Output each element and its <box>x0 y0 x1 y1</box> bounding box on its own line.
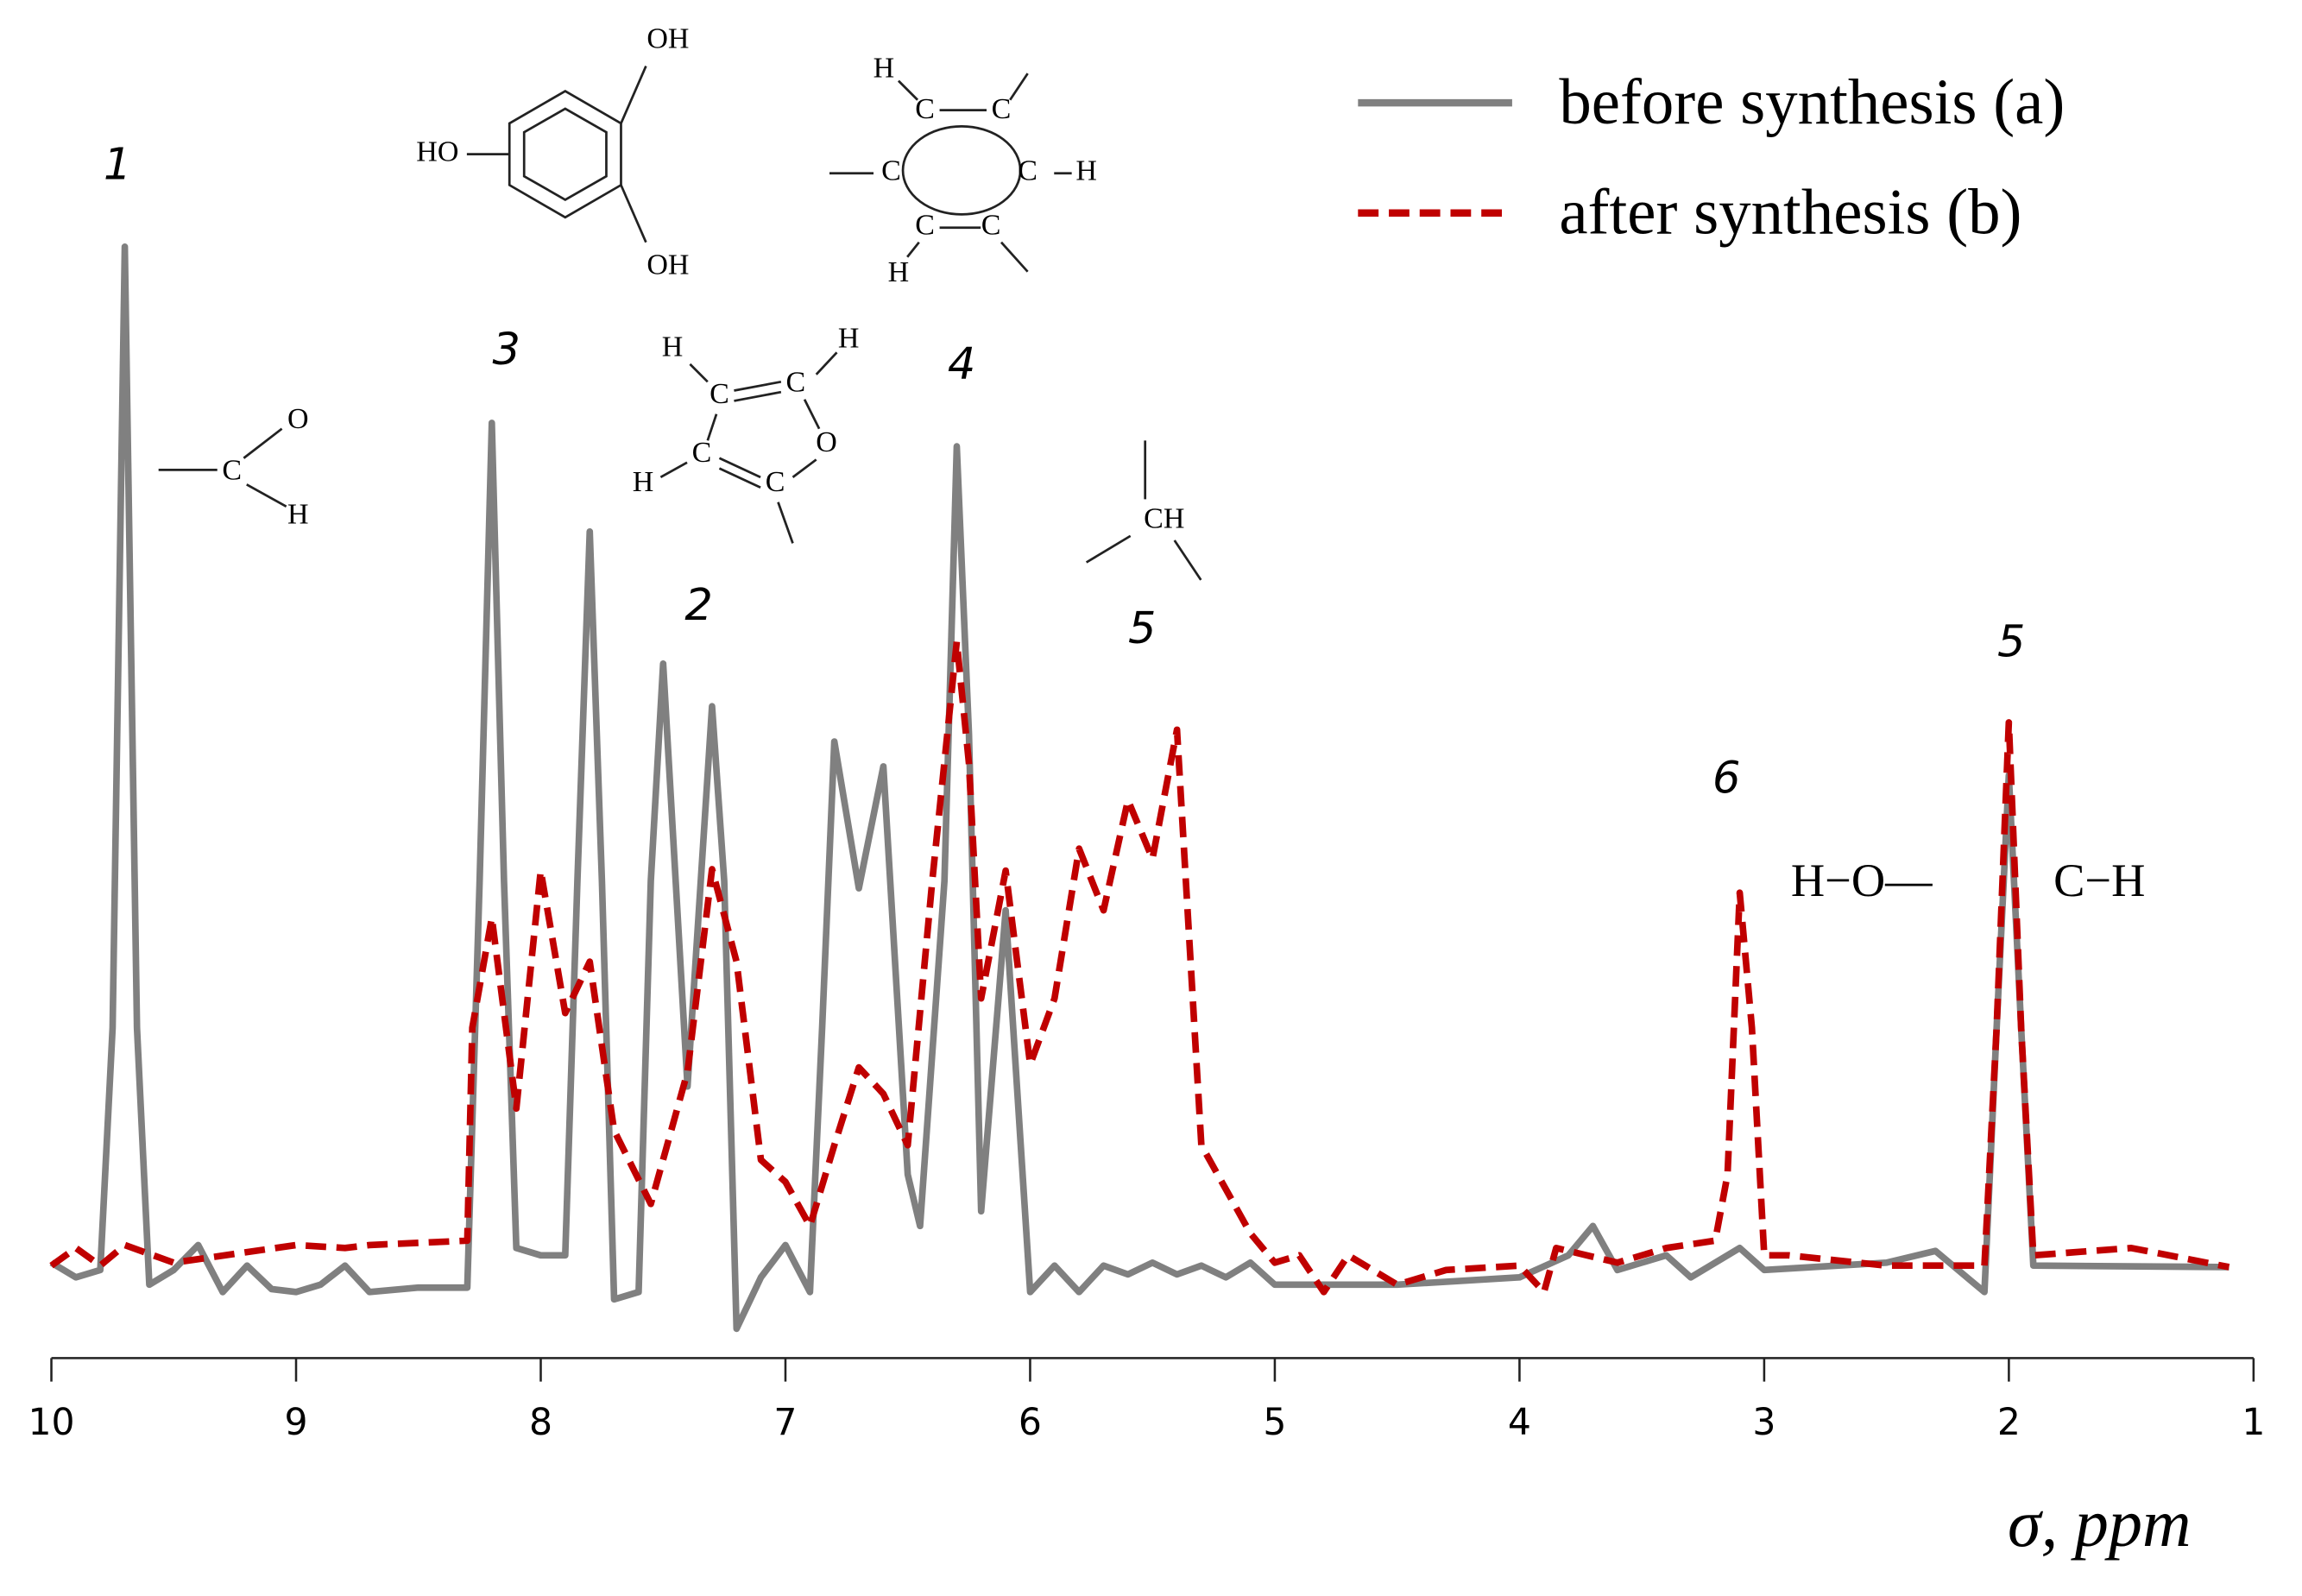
structure-label: H <box>1075 155 1097 187</box>
structure-label: C <box>1018 155 1037 187</box>
structure-label: H <box>662 331 684 363</box>
structure-label: C <box>915 210 935 242</box>
x-tick-label: 10 <box>28 1402 74 1444</box>
structure-label: CH <box>1144 503 1184 535</box>
x-tick-label: 4 <box>1508 1402 1531 1444</box>
structure-label: C <box>222 455 242 487</box>
structure-label: C−H <box>2053 855 2145 906</box>
peak-label: 2 <box>684 580 712 631</box>
structure-drawings <box>158 66 1202 581</box>
structure-label: C <box>881 155 901 187</box>
structure-label: C <box>710 378 729 410</box>
structure-label: C <box>692 437 712 469</box>
structure-label: C <box>766 466 785 498</box>
x-tick-label: 5 <box>1263 1402 1286 1444</box>
peak-label: 6 <box>1712 754 1740 804</box>
peak-label: 4 <box>948 339 975 390</box>
peak-label: 1 <box>104 140 131 191</box>
spectrum-line <box>49 638 2230 1296</box>
x-tick-label: 8 <box>529 1402 552 1444</box>
structure-label: O <box>816 426 837 458</box>
peak-label: 3 <box>493 325 520 375</box>
structure-label: H <box>633 466 654 498</box>
x-tick-label: 1 <box>2242 1402 2265 1444</box>
structure-label: H <box>838 322 860 354</box>
structure-label: H <box>888 256 910 288</box>
x-tick-label: 7 <box>773 1402 797 1444</box>
x-axis-label: σ, ppm <box>2008 1486 2191 1561</box>
legend-label: before synthesis (a) <box>1559 66 2065 138</box>
legend-label: after synthesis (b) <box>1559 177 2021 249</box>
structure-label: H <box>287 499 309 531</box>
structure-label: HO <box>416 136 458 167</box>
structure-label: C <box>981 210 1001 242</box>
x-tick-label: 3 <box>1752 1402 1775 1444</box>
peak-label: 5 <box>1128 603 1156 654</box>
structure-label: OH <box>646 249 689 281</box>
structure-label: C <box>992 93 1012 125</box>
structure-label: OH <box>646 23 689 55</box>
structure-label: H <box>873 53 895 85</box>
x-tick-label: 6 <box>1019 1402 1042 1444</box>
structure-label: H−O— <box>1791 855 1933 906</box>
spectrum-line <box>49 243 2229 1333</box>
peak-label: 5 <box>1997 616 2025 667</box>
x-tick-label: 9 <box>284 1402 307 1444</box>
structure-label: C <box>915 93 935 125</box>
x-tick-label: 2 <box>1997 1402 2021 1444</box>
structure-label: O <box>287 403 309 435</box>
structure-label: C <box>786 367 806 399</box>
